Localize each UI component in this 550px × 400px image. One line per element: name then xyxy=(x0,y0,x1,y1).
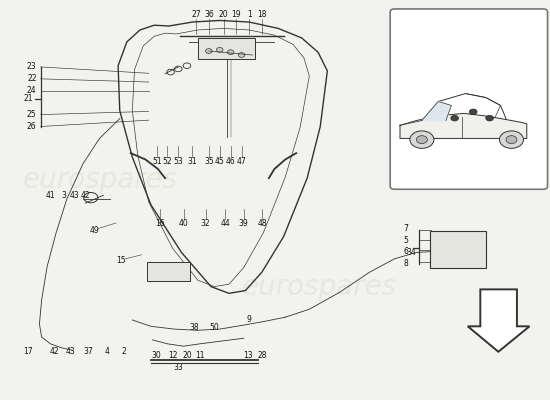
Text: 26: 26 xyxy=(27,122,37,131)
Text: 51: 51 xyxy=(152,156,162,166)
Text: 45: 45 xyxy=(215,156,224,166)
Text: 25: 25 xyxy=(27,110,37,119)
Text: 20: 20 xyxy=(219,10,228,18)
Text: 22: 22 xyxy=(27,74,36,83)
Text: 56: 56 xyxy=(447,81,456,90)
Circle shape xyxy=(451,115,459,121)
Polygon shape xyxy=(400,114,527,138)
Text: 5: 5 xyxy=(403,236,408,245)
FancyBboxPatch shape xyxy=(199,38,255,59)
Text: 27: 27 xyxy=(191,10,201,18)
Text: 4: 4 xyxy=(104,347,109,356)
Text: 2: 2 xyxy=(121,347,126,356)
Text: 34: 34 xyxy=(406,248,416,257)
Text: 7: 7 xyxy=(403,224,408,233)
Text: 47: 47 xyxy=(236,156,246,166)
Text: 14: 14 xyxy=(157,268,167,277)
Text: OPTIONAL: OPTIONAL xyxy=(437,176,500,186)
Text: 20: 20 xyxy=(182,351,192,360)
Text: 56: 56 xyxy=(469,98,478,107)
Text: 32: 32 xyxy=(201,218,210,228)
Text: eurospares: eurospares xyxy=(23,166,178,194)
FancyBboxPatch shape xyxy=(147,262,190,282)
Text: 17: 17 xyxy=(24,347,34,356)
Text: 24: 24 xyxy=(27,86,37,95)
Text: 48: 48 xyxy=(257,218,267,228)
Text: 35: 35 xyxy=(204,156,213,166)
Text: 43: 43 xyxy=(69,191,79,200)
Circle shape xyxy=(206,49,212,54)
Text: 55: 55 xyxy=(411,97,421,106)
Text: 36: 36 xyxy=(204,10,213,18)
Circle shape xyxy=(486,115,493,121)
Text: 46: 46 xyxy=(226,156,235,166)
Circle shape xyxy=(238,53,245,57)
Text: 44: 44 xyxy=(221,218,230,228)
Circle shape xyxy=(469,109,477,114)
Text: 3: 3 xyxy=(61,191,66,200)
FancyBboxPatch shape xyxy=(430,230,486,268)
Text: 31: 31 xyxy=(188,156,197,166)
Text: 23: 23 xyxy=(27,62,37,72)
Text: 6: 6 xyxy=(403,247,408,256)
Text: 43: 43 xyxy=(65,347,75,356)
Circle shape xyxy=(499,131,524,148)
Text: 28: 28 xyxy=(257,351,267,360)
Text: 39: 39 xyxy=(239,218,249,228)
Text: eurospares: eurospares xyxy=(241,273,397,301)
Text: 9: 9 xyxy=(247,316,252,324)
Text: 54: 54 xyxy=(485,104,494,113)
Text: 33: 33 xyxy=(173,363,183,372)
Text: 53: 53 xyxy=(173,156,183,166)
Text: 16: 16 xyxy=(155,218,164,228)
Polygon shape xyxy=(422,102,452,120)
Text: 18: 18 xyxy=(257,10,267,18)
Text: 15: 15 xyxy=(117,256,126,265)
Text: 55: 55 xyxy=(450,104,459,113)
Circle shape xyxy=(217,48,223,52)
Circle shape xyxy=(506,136,517,144)
Text: 12: 12 xyxy=(168,351,178,360)
Text: 50: 50 xyxy=(210,324,219,332)
Circle shape xyxy=(227,50,234,55)
Polygon shape xyxy=(468,289,530,352)
Circle shape xyxy=(410,131,434,148)
Text: 30: 30 xyxy=(151,351,161,360)
Circle shape xyxy=(416,136,427,144)
Text: 10: 10 xyxy=(493,180,503,190)
Text: 21: 21 xyxy=(24,94,33,103)
Text: 54: 54 xyxy=(479,97,489,106)
Text: 38: 38 xyxy=(190,324,200,332)
Text: 42: 42 xyxy=(80,191,90,200)
Text: 40: 40 xyxy=(179,218,189,228)
FancyBboxPatch shape xyxy=(390,9,547,189)
Text: 13: 13 xyxy=(243,351,253,360)
Text: 1: 1 xyxy=(247,10,251,18)
Text: 11: 11 xyxy=(195,351,205,360)
Text: 41: 41 xyxy=(46,191,55,200)
Text: 8: 8 xyxy=(403,259,408,268)
Text: 37: 37 xyxy=(84,347,94,356)
Text: 52: 52 xyxy=(162,156,172,166)
Text: 19: 19 xyxy=(232,10,241,18)
Text: 49: 49 xyxy=(89,226,99,236)
Text: 42: 42 xyxy=(50,347,59,356)
